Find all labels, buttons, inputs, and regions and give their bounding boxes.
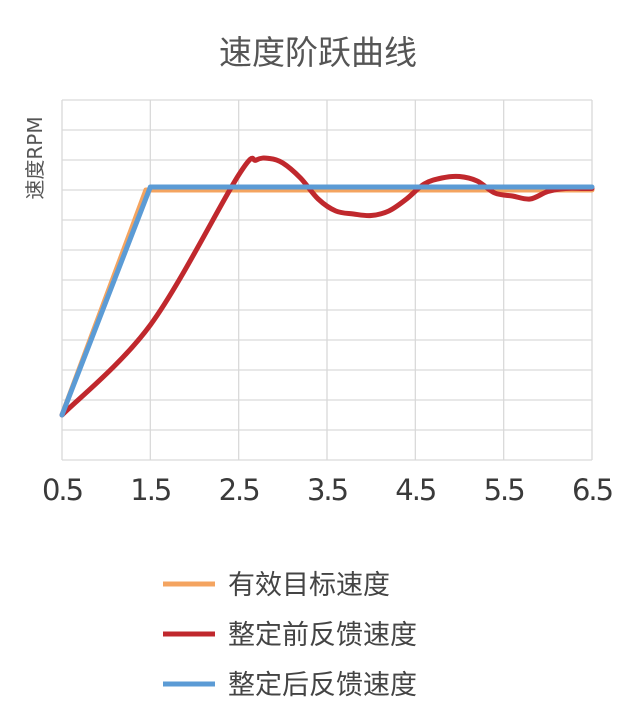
legend-label: 整定前反馈速度 — [228, 620, 417, 651]
series-line-2 — [59, 155, 595, 418]
x-tick-label: 4.5 — [395, 473, 435, 507]
legend-label: 整定后反馈速度 — [228, 670, 417, 701]
chart-title: 速度阶跃曲线 — [219, 33, 417, 72]
x-tick-label: 0.5 — [42, 473, 82, 507]
x-tick-label: 6.5 — [572, 473, 612, 507]
x-tick-label: 3.5 — [307, 473, 347, 507]
y-axis-label: 速度RPM — [23, 116, 47, 199]
series-line-3 — [59, 184, 595, 418]
x-tick-label: 5.5 — [484, 473, 524, 507]
legend-label: 有效目标速度 — [228, 570, 390, 601]
x-tick-label: 2.5 — [219, 473, 259, 507]
x-tick-label: 1.5 — [130, 473, 170, 507]
